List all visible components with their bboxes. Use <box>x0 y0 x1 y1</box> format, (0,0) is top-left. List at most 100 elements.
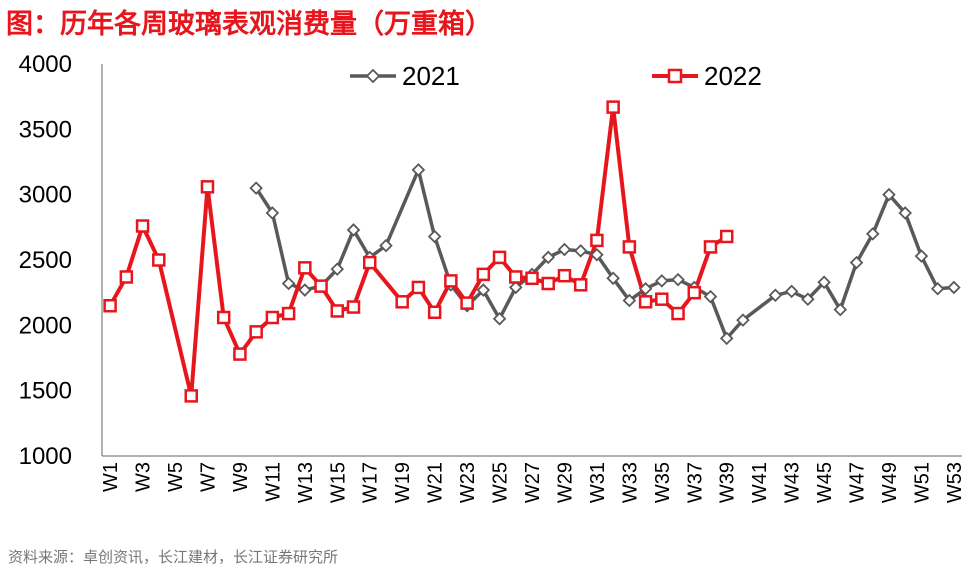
x-tick-label: W29 <box>554 462 576 503</box>
data-point-2022 <box>152 253 166 267</box>
series-markers <box>103 100 961 403</box>
x-tick-label: W31 <box>587 462 609 503</box>
data-point-2021 <box>541 250 555 265</box>
data-point-2022 <box>541 276 555 291</box>
data-point-2021 <box>719 331 734 346</box>
data-point-2021 <box>476 283 491 297</box>
x-tick-label: W45 <box>814 462 836 503</box>
x-tick-label: W3 <box>133 462 155 492</box>
y-tick-label: 2000 <box>19 312 72 339</box>
x-tick-label: W19 <box>392 462 414 503</box>
data-point-2022 <box>671 306 685 321</box>
data-point-2021 <box>427 229 442 244</box>
data-point-2022 <box>184 389 198 403</box>
data-point-2021 <box>914 249 929 263</box>
data-point-2021 <box>865 227 880 241</box>
data-point-2021 <box>882 187 896 202</box>
x-tick-label: W43 <box>782 462 804 503</box>
x-tick-label: W17 <box>360 462 382 503</box>
data-point-2022 <box>314 279 328 293</box>
data-point-2022 <box>573 278 588 292</box>
legend-marker-2022 <box>667 68 683 84</box>
y-tick-label: 3000 <box>19 182 72 209</box>
data-point-2021 <box>346 223 361 237</box>
x-tick-label: W13 <box>295 462 317 503</box>
data-point-2021 <box>298 283 312 297</box>
data-point-2021 <box>784 284 799 299</box>
x-tick-label: W51 <box>911 462 933 503</box>
legend-marker-2021 <box>365 68 381 84</box>
data-point-2022 <box>346 300 361 314</box>
x-tick-label: W49 <box>879 462 901 503</box>
data-point-2022 <box>638 295 653 309</box>
data-point-2021 <box>557 242 572 257</box>
x-tick-label: W9 <box>230 462 252 492</box>
data-point-2021 <box>379 238 393 253</box>
x-tick-label: W53 <box>944 462 966 503</box>
data-point-2022 <box>590 233 604 248</box>
data-point-2021 <box>930 281 945 296</box>
data-point-2022 <box>411 280 426 295</box>
data-point-2021 <box>849 255 864 270</box>
data-point-2022 <box>444 274 458 288</box>
x-tick-label: W21 <box>425 462 447 503</box>
data-point-2022 <box>135 219 150 233</box>
x-tick-label: W25 <box>490 462 512 503</box>
x-tick-label: W37 <box>684 462 706 503</box>
series-line-2021 <box>254 168 956 341</box>
axes <box>101 64 962 457</box>
y-tick-label: 4000 <box>19 51 72 78</box>
data-point-2022 <box>395 295 409 309</box>
source-note: 资料来源：卓创资讯，长江建材，长江证券研究所 <box>8 548 339 566</box>
data-point-2022 <box>476 267 491 282</box>
legend: 2021 2022 <box>350 61 762 91</box>
data-point-2021 <box>833 302 848 317</box>
data-point-2022 <box>298 261 312 275</box>
data-point-2022 <box>719 229 734 244</box>
data-point-2021 <box>703 289 718 304</box>
data-point-2022 <box>557 268 572 283</box>
data-point-2021 <box>590 248 604 262</box>
data-point-2021 <box>265 206 280 220</box>
chart-title: 图：历年各周玻璃表观消费量（万重箱） <box>6 9 492 40</box>
x-tick-label: W39 <box>717 462 739 503</box>
data-point-2021 <box>606 271 620 286</box>
data-point-2022 <box>509 270 523 284</box>
data-point-2022 <box>265 310 280 325</box>
data-point-2022 <box>687 285 702 300</box>
data-point-2022 <box>460 296 474 310</box>
x-tick-label: W33 <box>619 462 641 503</box>
x-tick-label: W27 <box>522 462 544 503</box>
data-point-2021 <box>492 312 507 326</box>
x-tick-label: W5 <box>165 462 187 492</box>
data-point-2022 <box>703 240 718 254</box>
data-point-2021 <box>281 276 296 291</box>
data-point-2021 <box>249 181 263 195</box>
y-tick-labels: 1000 1500 2000 2500 3000 3500 4000 <box>19 51 72 470</box>
data-point-2021 <box>947 280 961 295</box>
data-point-2022 <box>103 298 117 313</box>
data-point-2021 <box>330 262 345 276</box>
x-tick-label: W47 <box>847 462 869 503</box>
data-point-2021 <box>898 206 912 220</box>
data-point-2021 <box>736 313 750 327</box>
data-point-2022 <box>249 325 263 339</box>
y-tick-label: 3500 <box>19 116 72 143</box>
data-point-2022 <box>427 305 442 320</box>
data-point-2022 <box>362 255 377 270</box>
data-point-2021 <box>801 292 815 306</box>
data-point-2021 <box>622 293 637 308</box>
data-point-2021 <box>671 272 685 287</box>
data-point-2022 <box>606 100 620 114</box>
data-point-2022 <box>233 347 247 361</box>
data-point-2021 <box>655 274 669 288</box>
x-tick-label: W35 <box>652 462 674 503</box>
data-point-2021 <box>509 280 523 295</box>
data-point-2022 <box>622 240 637 254</box>
data-point-2021 <box>573 244 588 258</box>
data-point-2022 <box>281 306 296 321</box>
data-point-2022 <box>655 292 669 306</box>
data-point-2022 <box>200 180 215 194</box>
legend-label-2021: 2021 <box>402 61 460 91</box>
